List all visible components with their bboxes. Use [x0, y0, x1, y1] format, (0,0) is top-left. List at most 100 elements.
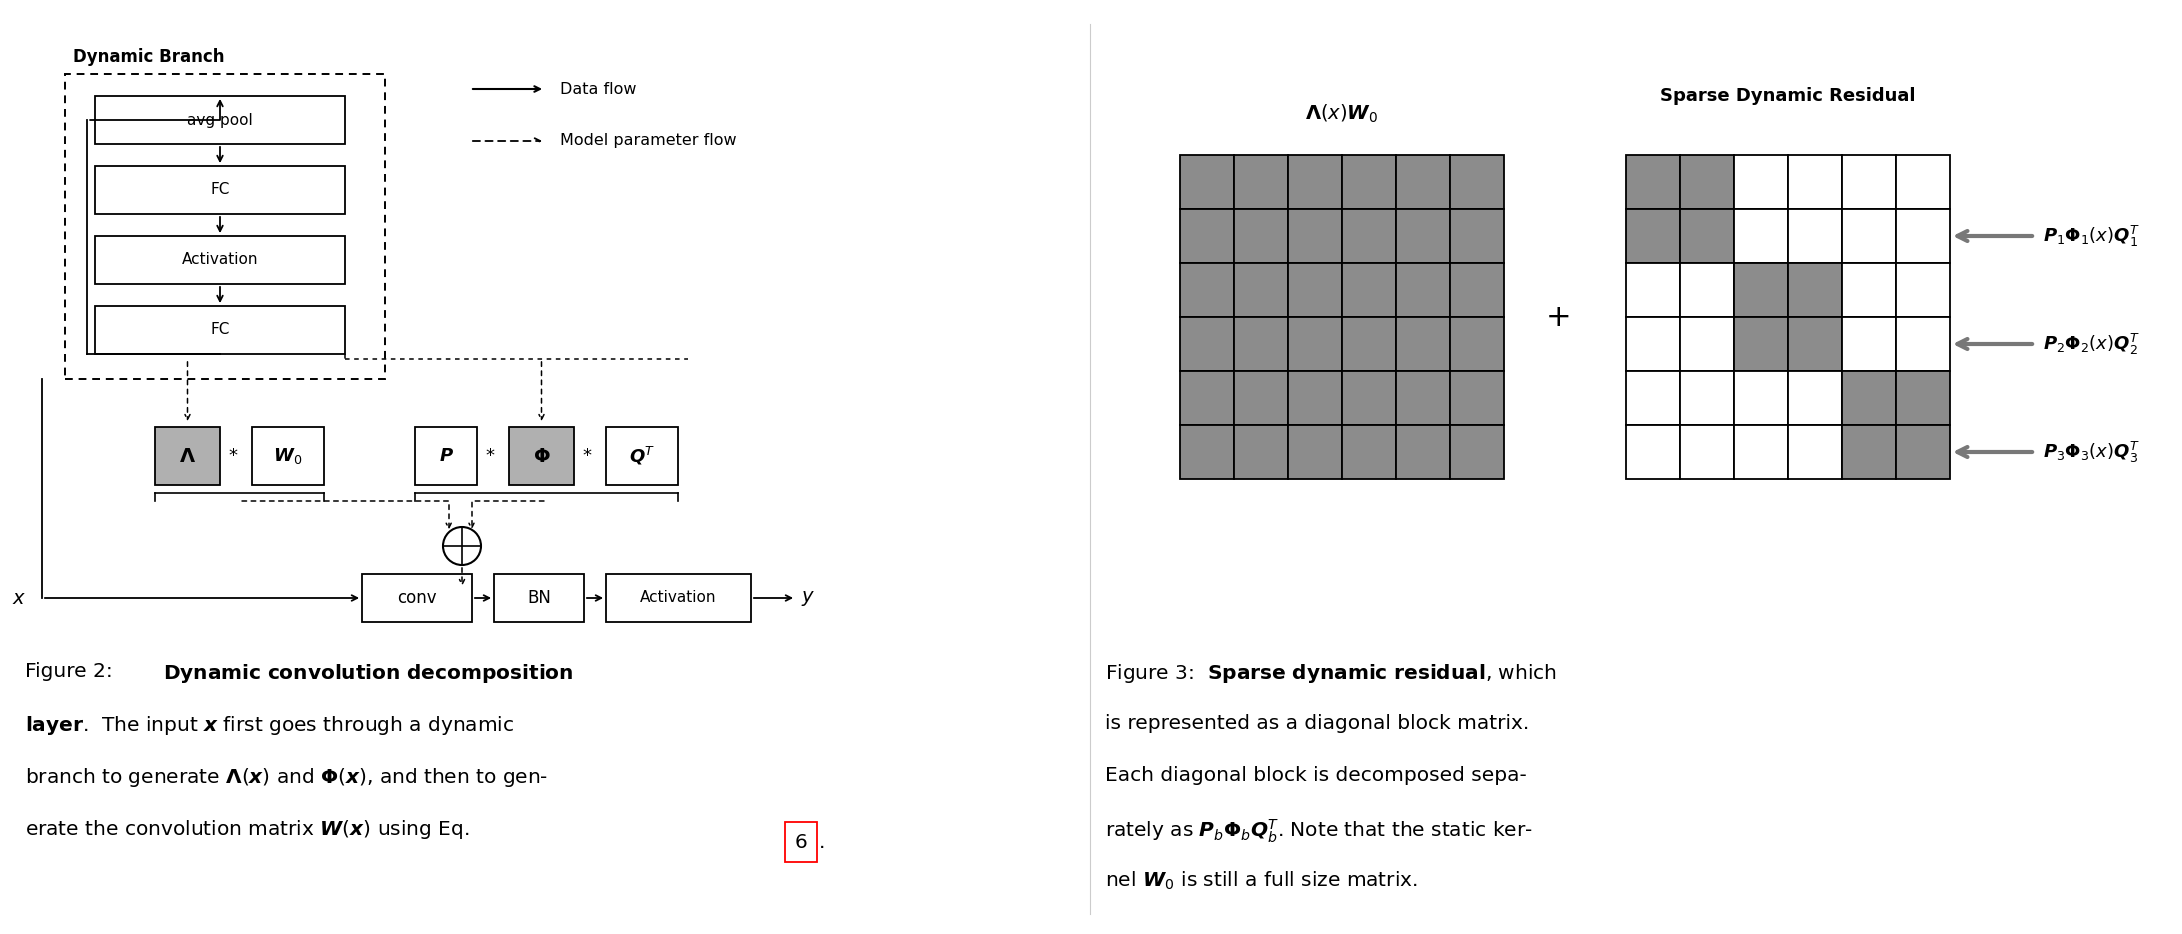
Bar: [1451, 209, 1503, 263]
FancyBboxPatch shape: [96, 306, 345, 354]
FancyBboxPatch shape: [607, 427, 679, 485]
Bar: [1735, 209, 1787, 263]
Text: $\boldsymbol{\Lambda}$: $\boldsymbol{\Lambda}$: [179, 446, 196, 465]
Bar: [1896, 209, 1951, 263]
Bar: [1287, 317, 1342, 371]
Bar: [1896, 155, 1951, 209]
Bar: [1180, 155, 1235, 209]
Bar: [1342, 263, 1396, 317]
Bar: [1180, 209, 1235, 263]
Bar: [1235, 263, 1287, 317]
Bar: [1235, 317, 1287, 371]
Bar: [1235, 155, 1287, 209]
Text: $y$: $y$: [801, 588, 816, 607]
FancyBboxPatch shape: [155, 427, 220, 485]
Bar: [1396, 263, 1451, 317]
Text: $\boldsymbol{P}_1\boldsymbol{\Phi}_1(x)\boldsymbol{Q}_1^T$: $\boldsymbol{P}_1\boldsymbol{\Phi}_1(x)\…: [2042, 223, 2141, 248]
Bar: [1180, 425, 1235, 479]
Bar: [1180, 371, 1235, 425]
Text: $\boldsymbol{P}$: $\boldsymbol{P}$: [439, 447, 454, 465]
Text: $\boldsymbol{P}_3\boldsymbol{\Phi}_3(x)\boldsymbol{Q}_3^T$: $\boldsymbol{P}_3\boldsymbol{\Phi}_3(x)\…: [2042, 440, 2141, 464]
Bar: [1735, 263, 1787, 317]
Bar: [1451, 425, 1503, 479]
Text: $\mathbf{layer}$.  The input $\boldsymbol{x}$ first goes through a dynamic: $\mathbf{layer}$. The input $\boldsymbol…: [24, 714, 515, 737]
Text: conv: conv: [397, 589, 436, 607]
Bar: [1896, 317, 1951, 371]
Bar: [1396, 209, 1451, 263]
FancyBboxPatch shape: [508, 427, 574, 485]
Bar: [1680, 371, 1735, 425]
Bar: [1787, 317, 1842, 371]
Bar: [1287, 209, 1342, 263]
Text: branch to generate $\boldsymbol{\Lambda}(\boldsymbol{x})$ and $\boldsymbol{\Phi}: branch to generate $\boldsymbol{\Lambda}…: [24, 766, 548, 789]
FancyBboxPatch shape: [96, 166, 345, 214]
Bar: [1680, 425, 1735, 479]
Bar: [1680, 317, 1735, 371]
Bar: [1787, 209, 1842, 263]
Bar: [1896, 263, 1951, 317]
Bar: [1680, 209, 1735, 263]
Text: Sparse Dynamic Residual: Sparse Dynamic Residual: [1661, 87, 1916, 105]
Bar: [1896, 425, 1951, 479]
Bar: [1842, 425, 1896, 479]
Bar: [1396, 425, 1451, 479]
Text: rately as $\boldsymbol{P}_b\boldsymbol{\Phi}_b\boldsymbol{Q}_b^T$. Note that the: rately as $\boldsymbol{P}_b\boldsymbol{\…: [1104, 818, 1532, 845]
Bar: [1451, 317, 1503, 371]
Bar: [1680, 155, 1735, 209]
FancyBboxPatch shape: [493, 574, 585, 622]
Bar: [1626, 155, 1680, 209]
Bar: [1287, 371, 1342, 425]
Bar: [1180, 263, 1235, 317]
Text: erate the convolution matrix $\boldsymbol{W}(\boldsymbol{x})$ using Eq.: erate the convolution matrix $\boldsymbo…: [24, 818, 471, 841]
Text: +: +: [1547, 303, 1571, 332]
Text: Activation: Activation: [639, 590, 716, 605]
Bar: [1235, 425, 1287, 479]
Bar: [1626, 371, 1680, 425]
Bar: [1287, 155, 1342, 209]
Bar: [1287, 425, 1342, 479]
FancyBboxPatch shape: [362, 574, 471, 622]
Bar: [1626, 209, 1680, 263]
Text: 6: 6: [794, 832, 807, 852]
Text: $\boldsymbol{\Phi}$: $\boldsymbol{\Phi}$: [532, 446, 550, 465]
Bar: [1396, 317, 1451, 371]
Text: *: *: [229, 447, 238, 465]
Text: Dynamic Branch: Dynamic Branch: [72, 48, 225, 66]
Text: $x$: $x$: [11, 588, 26, 607]
Bar: [1342, 317, 1396, 371]
Text: $\boldsymbol{P}_2\boldsymbol{\Phi}_2(x)\boldsymbol{Q}_2^T$: $\boldsymbol{P}_2\boldsymbol{\Phi}_2(x)\…: [2042, 332, 2141, 357]
Text: *: *: [583, 447, 591, 465]
Bar: [1235, 371, 1287, 425]
Bar: [1787, 371, 1842, 425]
Text: .: .: [818, 832, 825, 852]
Text: Figure 2:: Figure 2:: [24, 662, 127, 681]
Bar: [1842, 155, 1896, 209]
FancyBboxPatch shape: [415, 427, 478, 485]
Bar: [1342, 371, 1396, 425]
Bar: [1342, 425, 1396, 479]
Text: *: *: [487, 447, 495, 465]
FancyBboxPatch shape: [96, 96, 345, 144]
Text: Figure 3:  $\mathbf{Sparse\ dynamic\ residual}$, which: Figure 3: $\mathbf{Sparse\ dynamic\ resi…: [1104, 662, 1558, 685]
Bar: [1396, 155, 1451, 209]
Bar: [1451, 263, 1503, 317]
FancyBboxPatch shape: [786, 822, 816, 862]
Bar: [1287, 263, 1342, 317]
Bar: [1735, 155, 1787, 209]
Bar: [1735, 371, 1787, 425]
FancyBboxPatch shape: [96, 236, 345, 284]
Bar: [1787, 263, 1842, 317]
Bar: [1235, 209, 1287, 263]
Text: FC: FC: [209, 322, 229, 337]
Bar: [1451, 371, 1503, 425]
Bar: [1842, 371, 1896, 425]
Bar: [1842, 263, 1896, 317]
Bar: [1842, 317, 1896, 371]
Bar: [1680, 263, 1735, 317]
Bar: [1735, 425, 1787, 479]
Text: $\boldsymbol{W}_0$: $\boldsymbol{W}_0$: [273, 446, 303, 466]
Text: nel $\boldsymbol{W}_0$ is still a full size matrix.: nel $\boldsymbol{W}_0$ is still a full s…: [1104, 870, 1418, 892]
Bar: [1626, 425, 1680, 479]
Bar: [1896, 371, 1951, 425]
Text: $\boldsymbol{Q}^T$: $\boldsymbol{Q}^T$: [628, 445, 655, 467]
